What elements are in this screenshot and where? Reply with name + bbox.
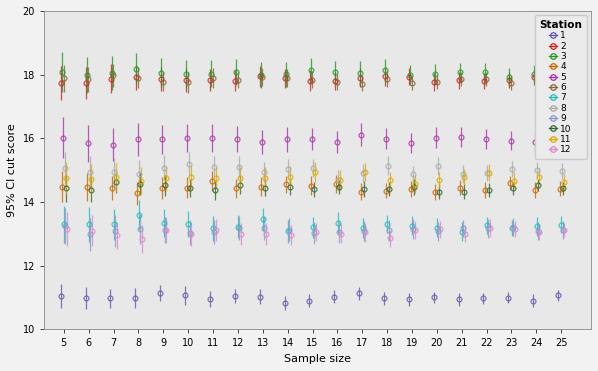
X-axis label: Sample size: Sample size [284,354,351,364]
Legend: 1, 2, 3, 4, 5, 6, 7, 8, 9, 10, 11, 12: 1, 2, 3, 4, 5, 6, 7, 8, 9, 10, 11, 12 [535,16,587,159]
Y-axis label: 95% CI cut score: 95% CI cut score [7,123,17,217]
